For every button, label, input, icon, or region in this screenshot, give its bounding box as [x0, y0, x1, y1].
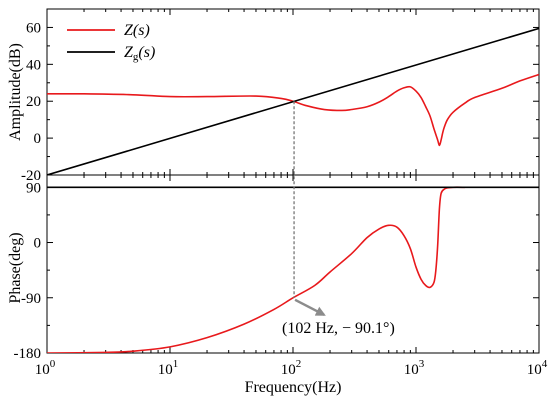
amplitude-legend: Z(s) Zg(s): [67, 22, 155, 63]
phase-axis-title: Phase(deg): [7, 232, 24, 303]
x-tick-labels: 100 101 102 103 104: [35, 358, 548, 378]
phase-y-tick-labels: -180 -90 0 90: [14, 180, 42, 362]
amplitude-tick-marks: [46, 9, 539, 176]
x-axis-title: Frequency(Hz): [245, 379, 342, 396]
legend-label: Zg(s): [124, 44, 155, 63]
phase-tick-marks: [46, 175, 539, 354]
y-tick-label: 40: [26, 57, 41, 73]
x-tick-label: 102: [281, 358, 302, 378]
annotation-label: (102 Hz, − 90.1°): [282, 320, 395, 337]
y-tick-label: 60: [26, 20, 41, 36]
amplitude-series-line-0: [47, 73, 539, 147]
amplitude-y-tick-labels: -20 0 20 40 60: [21, 20, 41, 184]
y-tick-label: -180: [14, 346, 42, 362]
x-tick-label: 103: [404, 358, 425, 378]
x-tick-label: 104: [527, 358, 548, 378]
phase-annotation: (102 Hz, − 90.1°): [282, 298, 395, 337]
y-tick-label: -20: [21, 168, 41, 184]
x-tick-label: 101: [158, 358, 179, 378]
x-tick-label: 100: [35, 358, 56, 378]
y-tick-label: 20: [26, 94, 41, 110]
amplitude-series: [47, 27, 539, 175]
amplitude-panel: -20 0 20 40 60 Amplitude(dB) Z(s) Zg(s): [7, 8, 540, 184]
annotation-arrow: [294, 298, 326, 316]
phase-panel: -180 -90 0 90 Phase(deg): [7, 174, 540, 362]
amplitude-axis-title: Amplitude(dB): [7, 43, 24, 141]
y-tick-label: 90: [26, 180, 41, 196]
y-tick-label: -90: [21, 291, 41, 307]
amplitude-plot-frame: [46, 8, 540, 176]
phase-series: [47, 186, 539, 353]
legend-label: Z(s): [124, 22, 150, 39]
amplitude-series-line-1: [47, 27, 539, 175]
y-tick-label: 0: [34, 236, 42, 252]
phase-series-line-0: [47, 186, 465, 353]
y-tick-label: 0: [34, 131, 42, 147]
